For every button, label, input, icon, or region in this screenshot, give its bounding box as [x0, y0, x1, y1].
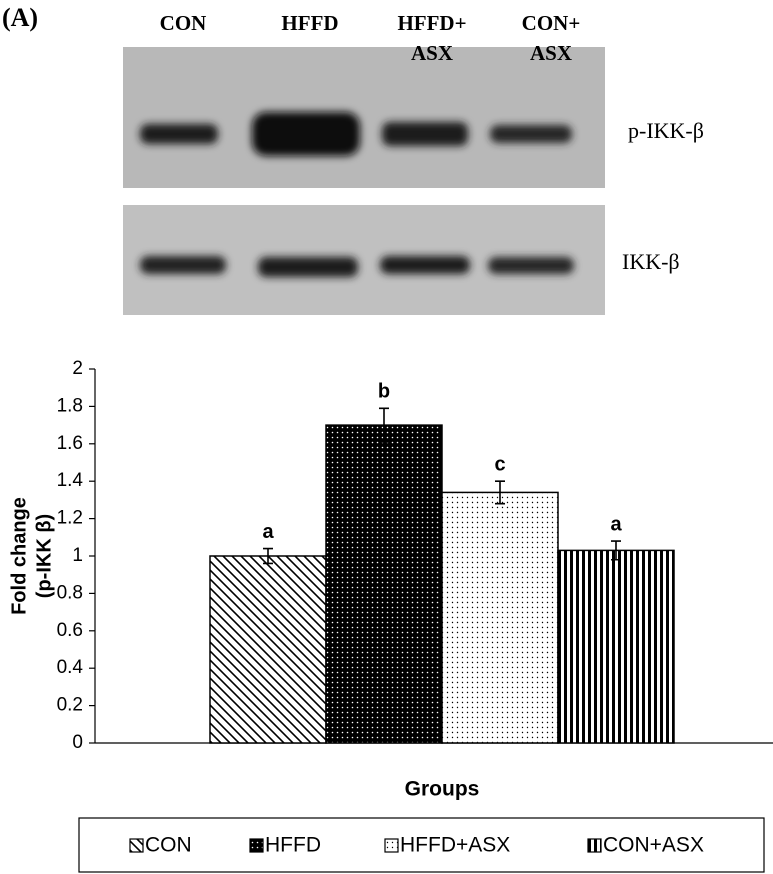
- y-tick-label: 0.6: [57, 620, 83, 641]
- lane-label: ASX: [530, 41, 572, 65]
- significance-label: c: [494, 453, 505, 475]
- y-tick-label: 0.2: [57, 695, 83, 716]
- y-axis-label: Fold change: [8, 497, 30, 615]
- significance-label: a: [610, 513, 622, 535]
- bar: [325, 424, 443, 744]
- significance-label: b: [378, 381, 390, 403]
- error-bar: [379, 407, 389, 443]
- significance-label: a: [262, 521, 274, 543]
- bar: [557, 549, 675, 744]
- error-bar: [263, 547, 273, 565]
- legend-box: [78, 817, 765, 873]
- blot-image: [123, 205, 605, 315]
- protein-label: p-IKK-β: [628, 118, 704, 143]
- error-bar: [495, 480, 505, 505]
- bar: [209, 555, 327, 744]
- lane-label: HFFD+: [397, 11, 466, 35]
- y-tick-label: 2: [72, 358, 83, 379]
- lane-label: ASX: [411, 41, 453, 65]
- blot-image: [123, 47, 605, 188]
- bar: [441, 491, 559, 744]
- legend-swatch: [587, 838, 602, 853]
- y-tick-label: 1: [72, 545, 83, 566]
- legend-swatch: [129, 838, 144, 853]
- error-bar: [611, 540, 621, 561]
- x-axis-label: Groups: [405, 778, 480, 801]
- protein-label: IKK-β: [622, 249, 680, 274]
- legend-label: HFFD: [265, 834, 321, 857]
- legend-swatch: [249, 838, 264, 853]
- y-tick-label: 1.8: [57, 395, 83, 416]
- panel-label: (A): [2, 3, 38, 32]
- legend-label: CON: [145, 834, 192, 857]
- y-tick-label: 0: [72, 732, 83, 753]
- legend-label: CON+ASX: [603, 834, 704, 857]
- y-tick-label: 1.6: [57, 433, 83, 454]
- y-tick-label: 1.4: [57, 470, 84, 491]
- legend-swatch: [384, 838, 399, 853]
- y-tick-label: 0.4: [57, 657, 84, 678]
- lane-label: HFFD: [281, 11, 338, 35]
- legend-label: HFFD+ASX: [400, 834, 510, 857]
- y-tick-label: 1.2: [57, 508, 83, 529]
- lane-label: CON: [160, 11, 207, 35]
- y-tick-label: 0.8: [57, 582, 83, 603]
- y-axis-label: (p-IKK β): [33, 514, 55, 598]
- lane-label: CON+: [522, 11, 581, 35]
